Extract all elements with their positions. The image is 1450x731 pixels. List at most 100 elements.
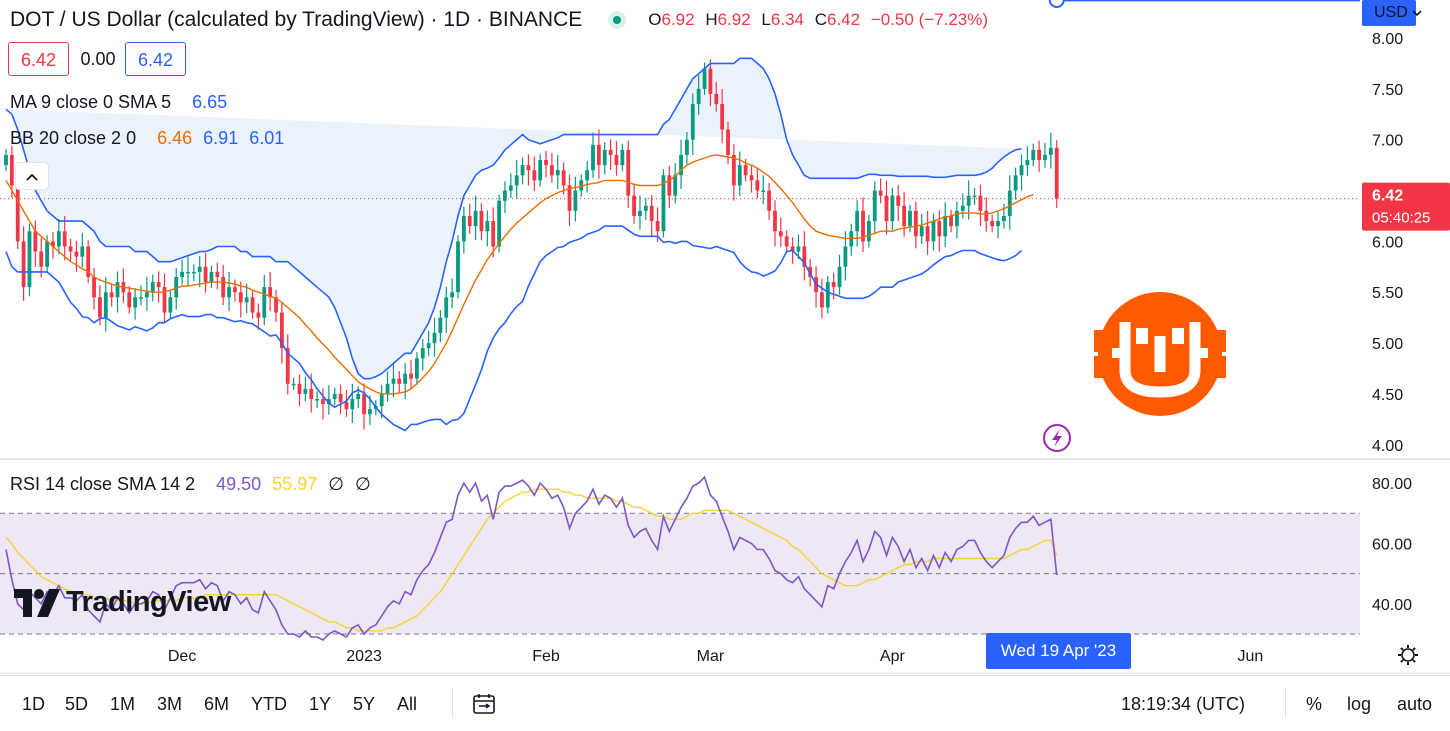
candle-25[interactable]: [150, 274, 155, 302]
candle-45[interactable]: [268, 271, 273, 312]
candle-70[interactable]: [415, 352, 419, 385]
candle-128[interactable]: [755, 168, 760, 199]
candle-38[interactable]: [227, 271, 231, 312]
candle-148[interactable]: [872, 181, 877, 234]
candle-177[interactable]: [1043, 142, 1047, 168]
candle-18[interactable]: [109, 284, 114, 307]
candle-140[interactable]: [825, 275, 830, 314]
candle-149[interactable]: [878, 178, 883, 204]
candle-121[interactable]: [714, 81, 719, 112]
candle-39[interactable]: [233, 279, 237, 302]
candle-101[interactable]: [596, 129, 601, 179]
candle-33[interactable]: [197, 256, 202, 288]
candle-94[interactable]: [555, 154, 560, 190]
candle-78[interactable]: [461, 206, 466, 254]
candle-64[interactable]: [379, 384, 384, 419]
percent-toggle[interactable]: %: [1306, 694, 1323, 714]
candle-157[interactable]: [925, 210, 930, 256]
candle-55[interactable]: [326, 385, 331, 415]
candle-165[interactable]: [972, 188, 977, 205]
symbol-title[interactable]: DOT / US Dollar (calculated by TradingVi…: [10, 8, 583, 31]
candle-12[interactable]: [74, 240, 79, 272]
candle-10[interactable]: [62, 215, 67, 261]
candle-87[interactable]: [514, 160, 519, 200]
candle-155[interactable]: [913, 201, 918, 249]
candle-122[interactable]: [720, 88, 725, 144]
candle-171[interactable]: [1007, 175, 1012, 230]
candle-166[interactable]: [978, 184, 983, 227]
candle-97[interactable]: [573, 176, 578, 222]
candle-14[interactable]: [86, 240, 91, 284]
candle-161[interactable]: [949, 209, 953, 233]
candle-95[interactable]: [561, 162, 566, 195]
timeframe-3m[interactable]: 3M: [157, 694, 183, 714]
candle-28[interactable]: [168, 291, 173, 319]
timeframe-ytd[interactable]: YTD: [251, 694, 287, 714]
candle-22[interactable]: [133, 288, 138, 320]
candle-130[interactable]: [767, 182, 771, 221]
timeframe-5d[interactable]: 5D: [65, 694, 89, 714]
candle-69[interactable]: [409, 359, 413, 390]
bb-legend[interactable]: BB 20 close 2 0 6.46 6.91 6.01: [10, 128, 284, 149]
candle-175[interactable]: [1031, 143, 1036, 167]
candle-73[interactable]: [432, 317, 437, 357]
candle-49[interactable]: [291, 377, 296, 390]
candle-9[interactable]: [56, 219, 61, 255]
candle-173[interactable]: [1019, 154, 1024, 191]
candle-37[interactable]: [221, 264, 226, 305]
settings-gear-icon[interactable]: [1398, 645, 1418, 665]
candle-0[interactable]: [4, 148, 8, 172]
candle-116[interactable]: [685, 132, 689, 165]
candle-113[interactable]: [667, 166, 672, 208]
auto-toggle[interactable]: auto: [1397, 694, 1433, 714]
rsi-legend[interactable]: RSI 14 close SMA 14 2 49.50 55.97 ∅ ∅: [10, 474, 371, 495]
candle-40[interactable]: [238, 281, 243, 318]
ma-legend[interactable]: MA 9 close 0 SMA 5 6.65: [10, 92, 227, 113]
candle-118[interactable]: [696, 75, 701, 115]
buy-price-button[interactable]: 6.42: [125, 42, 186, 76]
candle-104[interactable]: [614, 141, 619, 176]
candle-176[interactable]: [1037, 140, 1042, 173]
candle-145[interactable]: [855, 200, 860, 247]
candle-31[interactable]: [186, 256, 190, 286]
candle-120[interactable]: [708, 59, 713, 107]
candle-107[interactable]: [632, 183, 636, 224]
log-toggle[interactable]: log: [1347, 694, 1372, 714]
candle-86[interactable]: [508, 173, 513, 199]
candle-15[interactable]: [92, 267, 96, 310]
candle-132[interactable]: [778, 217, 783, 247]
candle-34[interactable]: [203, 253, 208, 293]
candle-90[interactable]: [532, 156, 537, 192]
candle-81[interactable]: [479, 203, 484, 241]
candle-82[interactable]: [485, 210, 490, 247]
candle-143[interactable]: [843, 231, 848, 281]
candle-142[interactable]: [837, 254, 842, 295]
candle-88[interactable]: [520, 157, 525, 185]
candle-54[interactable]: [321, 388, 325, 420]
candle-147[interactable]: [866, 214, 871, 248]
candle-76[interactable]: [450, 278, 455, 308]
candle-79[interactable]: [467, 203, 472, 234]
candle-152[interactable]: [896, 184, 901, 222]
candle-159[interactable]: [937, 210, 942, 252]
candle-89[interactable]: [526, 154, 531, 186]
candle-47[interactable]: [279, 301, 284, 364]
candle-24[interactable]: [144, 276, 149, 312]
candle-85[interactable]: [503, 181, 507, 213]
candle-35[interactable]: [209, 265, 214, 289]
level-handle[interactable]: [1048, 0, 1065, 8]
candle-42[interactable]: [250, 291, 255, 319]
candle-129[interactable]: [761, 175, 766, 205]
candle-72[interactable]: [426, 330, 431, 356]
candle-19[interactable]: [115, 271, 120, 313]
candle-96[interactable]: [567, 174, 572, 227]
candle-57[interactable]: [338, 384, 343, 415]
candle-48[interactable]: [285, 334, 290, 395]
candle-41[interactable]: [244, 283, 249, 314]
candle-92[interactable]: [544, 150, 548, 178]
currency-selector[interactable]: USD: [1374, 4, 1422, 22]
utc-clock[interactable]: 18:19:34 (UTC): [1121, 694, 1246, 714]
candle-150[interactable]: [884, 180, 889, 235]
candle-164[interactable]: [966, 180, 971, 220]
candle-162[interactable]: [955, 201, 959, 239]
